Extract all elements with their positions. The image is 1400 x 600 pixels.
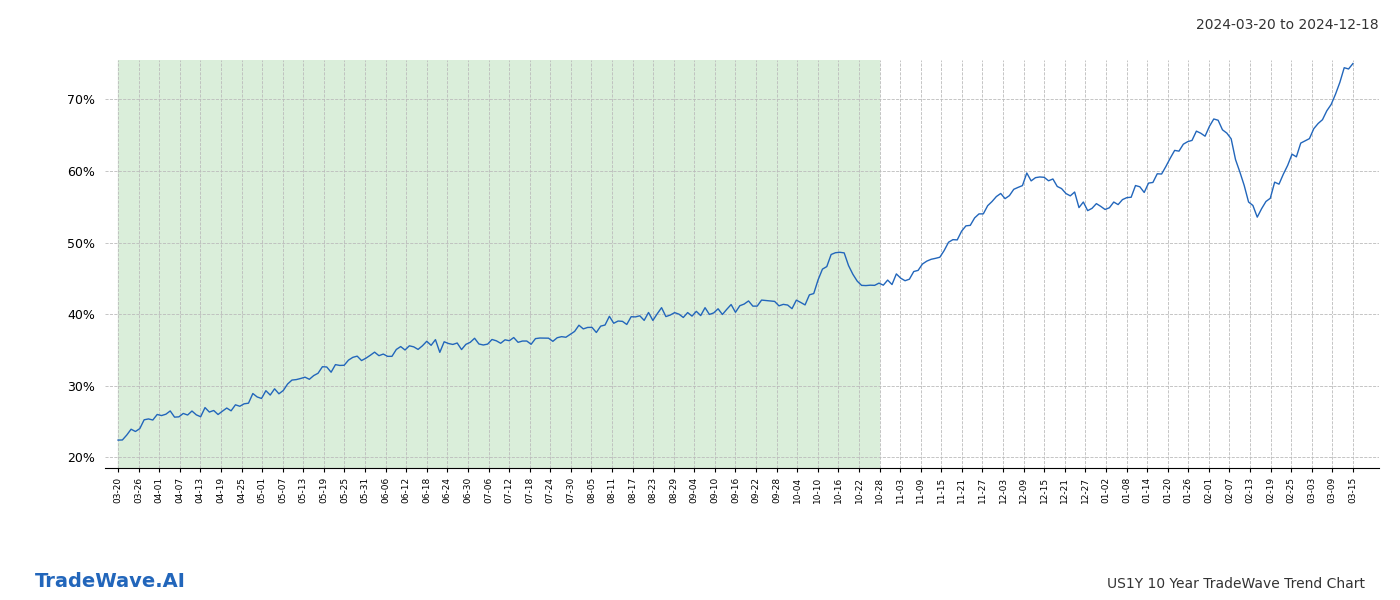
Text: TradeWave.AI: TradeWave.AI — [35, 572, 186, 591]
Text: US1Y 10 Year TradeWave Trend Chart: US1Y 10 Year TradeWave Trend Chart — [1107, 577, 1365, 591]
Text: 2024-03-20 to 2024-12-18: 2024-03-20 to 2024-12-18 — [1197, 18, 1379, 32]
Bar — [118, 60, 879, 468]
